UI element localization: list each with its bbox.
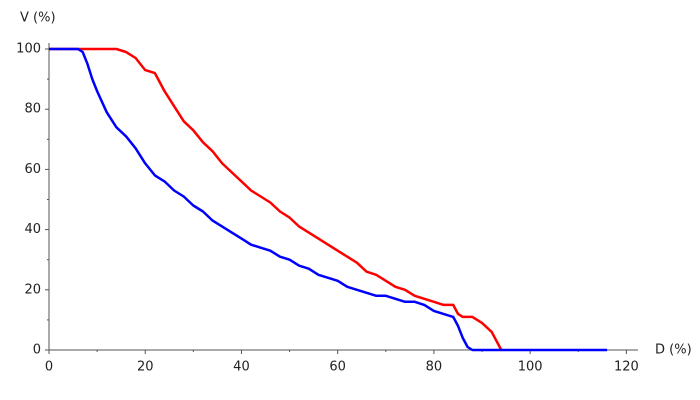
x-tick-label: 100 [518,360,543,375]
y-tick-label: 80 [24,102,41,117]
x-axis-label: D (%) [655,343,692,358]
x-tick-label: 40 [233,360,250,375]
y-tick-label: 40 [24,222,41,237]
y-tick-label: 60 [24,162,41,177]
x-tick-label: 120 [614,360,639,375]
y-tick-label: 0 [33,343,41,358]
x-tick-label: 20 [137,360,154,375]
y-axis-label: V (%) [20,11,56,26]
x-tick-label: 0 [45,360,53,375]
y-tick-label: 100 [16,42,41,57]
data-line [49,47,608,352]
data-line [49,47,503,351]
x-tick-label: 60 [329,360,346,375]
x-tick-label: 80 [426,360,443,375]
y-tick-label: 20 [24,282,41,297]
